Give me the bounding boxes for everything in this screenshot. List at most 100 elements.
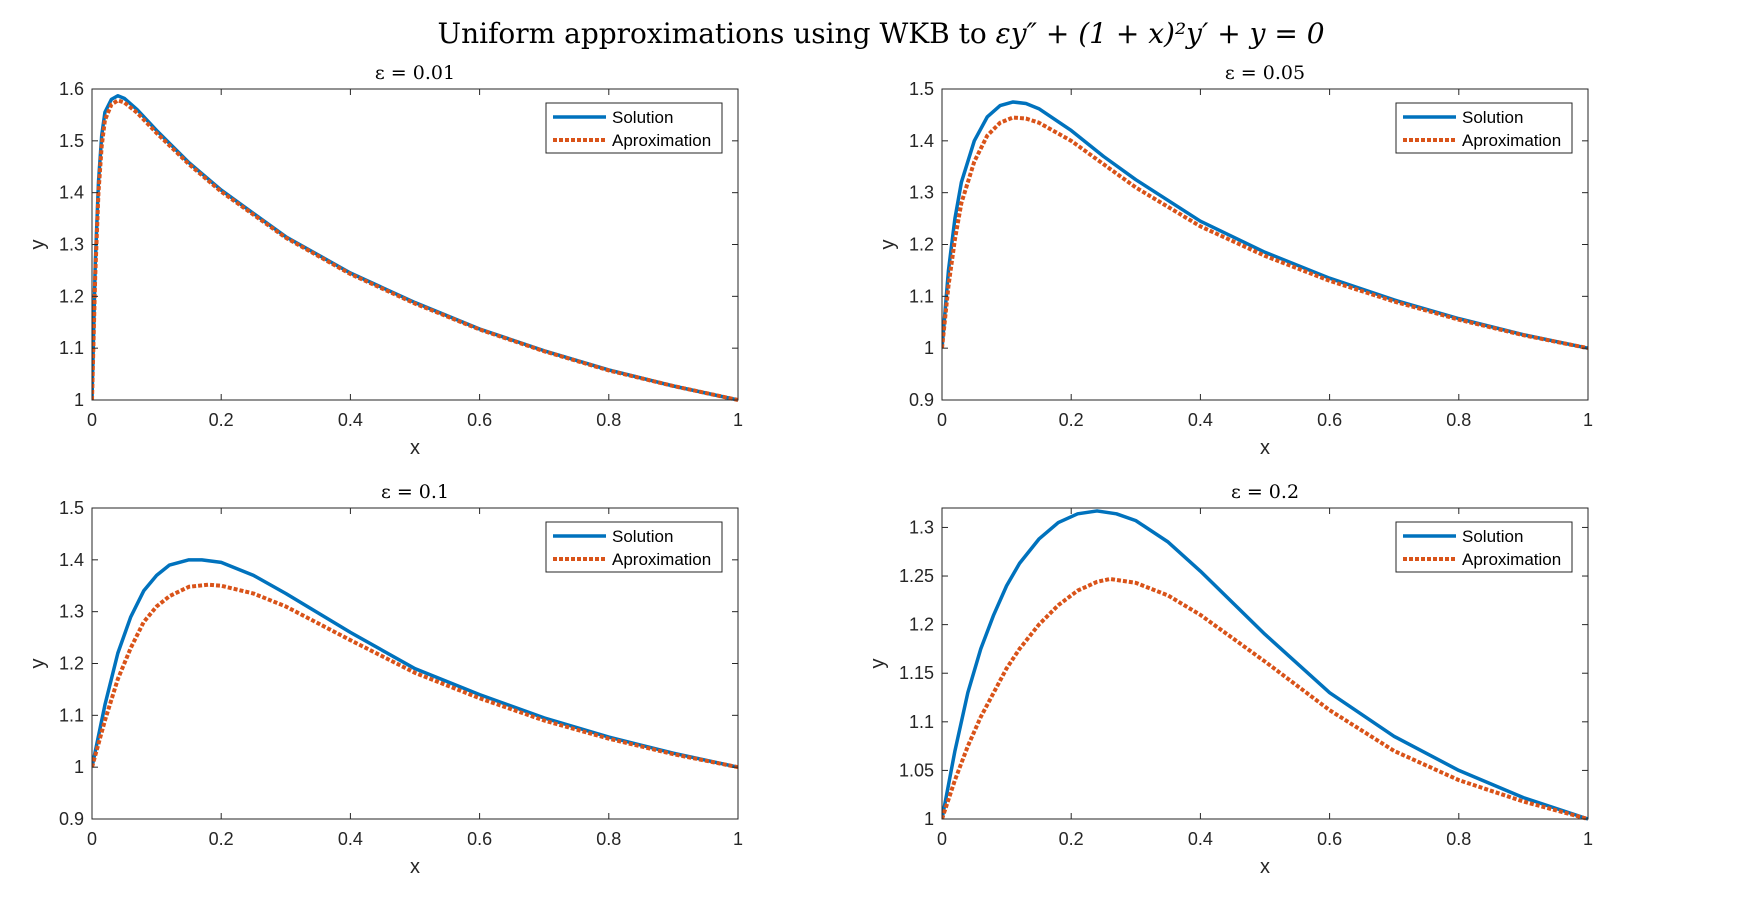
x-tick-label: 0.2: [1059, 829, 1084, 849]
y-axis-label: y: [867, 659, 889, 669]
y-axis-label: y: [27, 240, 49, 250]
y-tick-label: 1.3: [909, 183, 934, 203]
y-tick-label: 1: [74, 390, 84, 410]
y-tick-label: 1.3: [59, 235, 84, 255]
x-tick-label: 0: [87, 410, 97, 430]
series-line-solution: [942, 509, 1589, 821]
y-tick-label: 0.9: [909, 390, 934, 410]
x-axis-label: x: [410, 856, 420, 878]
x-tick-label: 1: [733, 829, 743, 849]
y-tick-label: 1.1: [59, 338, 84, 358]
y-tick-label: 1: [924, 338, 934, 358]
series-group: [92, 558, 739, 770]
series-line-approximation: [92, 582, 739, 770]
x-tick-label: 1: [1583, 410, 1593, 430]
legend: Solution Aproximation: [1395, 521, 1573, 573]
figure-title-math: εy″ + (1 + x)²y′ + y = 0: [996, 17, 1325, 50]
y-tick-label: 1.4: [59, 183, 84, 203]
series-line-approximation: [92, 98, 739, 402]
y-tick-label: 0.9: [59, 809, 84, 829]
x-tick-label: 0.2: [209, 410, 234, 430]
y-tick-label: 1.1: [59, 705, 84, 725]
legend-label: Solution: [1462, 527, 1523, 546]
subplot-4: 0 0.2 0.4 0.6 0.8 1 1 1.05 1.1 1.15 1.2 1.25 1.3 ε = …: [867, 481, 1593, 878]
y-tick-label: 1.5: [59, 498, 84, 518]
subplots: 0 0.2 0.4 0.6 0.8 1 1 1.1 1.2 1.3 1.4 1.5 1.6 ε = 0.0…: [27, 62, 1593, 878]
x-tick-label: 0: [937, 829, 947, 849]
x-tick-label: 0.6: [1317, 829, 1342, 849]
x-tick-label: 0: [937, 410, 947, 430]
y-tick-label: 1.2: [909, 615, 934, 635]
x-tick-label: 0.2: [209, 829, 234, 849]
y-tick-label: 1.3: [59, 602, 84, 622]
series-line-approximation: [942, 576, 1589, 821]
series-group: [92, 93, 739, 402]
y-tick-label: 1.5: [59, 131, 84, 151]
legend-label: Solution: [612, 527, 673, 546]
x-axis-label: x: [1260, 437, 1270, 459]
x-tick-label: 0.8: [596, 410, 621, 430]
x-tick-label: 0.4: [338, 829, 363, 849]
subplot-title: ε = 0.1: [381, 481, 449, 503]
y-tick-label: 1.2: [59, 286, 84, 306]
y-tick-label: 1.15: [899, 663, 934, 683]
legend-label: Aproximation: [1462, 550, 1561, 569]
x-tick-label: 0.4: [1188, 829, 1213, 849]
y-tick-label: 1.1: [909, 712, 934, 732]
x-tick-label: 1: [1583, 829, 1593, 849]
series-line-approximation: [942, 115, 1589, 351]
y-tick-label: 1.3: [909, 517, 934, 537]
legend-box: [545, 521, 723, 573]
series-group: [942, 100, 1589, 351]
x-tick-label: 0.6: [467, 829, 492, 849]
axes-frame: [941, 507, 1589, 820]
figure-title-text: Uniform approximations using WKB to: [437, 17, 995, 50]
y-tick-label: 1.05: [899, 760, 934, 780]
x-tick-label: 0.2: [1059, 410, 1084, 430]
legend: Solution Aproximation: [545, 102, 723, 154]
y-tick-label: 1.6: [59, 79, 84, 99]
y-axis-label: y: [27, 659, 49, 669]
y-tick-label: 1.5: [909, 79, 934, 99]
y-tick-label: 1.2: [909, 235, 934, 255]
x-tick-label: 0.4: [338, 410, 363, 430]
y-tick-label: 1.1: [909, 286, 934, 306]
legend-label: Aproximation: [1462, 131, 1561, 150]
series-line-solution: [92, 558, 739, 769]
subplot-title: ε = 0.01: [375, 62, 455, 84]
x-tick-label: 0.8: [1446, 829, 1471, 849]
y-tick-label: 1: [924, 809, 934, 829]
legend: Solution Aproximation: [1395, 102, 1573, 154]
figure-title: Uniform approximations using WKB to εy″ …: [437, 17, 1324, 50]
x-tick-label: 0.6: [1317, 410, 1342, 430]
legend-label: Solution: [1462, 108, 1523, 127]
subplot-3: 0 0.2 0.4 0.6 0.8 1 0.9 1 1.1 1.2 1.3 1.4 1.5 ε = 0.1…: [27, 481, 743, 878]
legend-box: [545, 102, 723, 154]
y-tick-label: 1.25: [899, 566, 934, 586]
y-tick-label: 1.4: [909, 131, 934, 151]
legend-label: Aproximation: [612, 131, 711, 150]
y-axis-label: y: [877, 240, 899, 250]
x-tick-label: 0.4: [1188, 410, 1213, 430]
x-axis-label: x: [1260, 856, 1270, 878]
legend-label: Aproximation: [612, 550, 711, 569]
legend-box: [1395, 521, 1573, 573]
x-tick-label: 0.8: [1446, 410, 1471, 430]
subplot-title: ε = 0.05: [1225, 62, 1305, 84]
legend: Solution Aproximation: [545, 521, 723, 573]
x-tick-label: 0.8: [596, 829, 621, 849]
subplot-1: 0 0.2 0.4 0.6 0.8 1 1 1.1 1.2 1.3 1.4 1.5 1.6 ε = 0.0…: [27, 62, 743, 459]
legend-label: Solution: [612, 108, 673, 127]
legend-box: [1395, 102, 1573, 154]
x-tick-label: 0: [87, 829, 97, 849]
subplot-2: 0 0.2 0.4 0.6 0.8 1 0.9 1 1.1 1.2 1.3 1.4 1.5 ε = 0.0…: [877, 62, 1593, 459]
y-tick-label: 1.4: [59, 550, 84, 570]
subplot-title: ε = 0.2: [1231, 481, 1299, 503]
series-group: [942, 509, 1589, 821]
x-tick-label: 0.6: [467, 410, 492, 430]
x-axis-label: x: [410, 437, 420, 459]
y-tick-label: 1: [74, 757, 84, 777]
y-tick-label: 1.2: [59, 654, 84, 674]
x-tick-label: 1: [733, 410, 743, 430]
